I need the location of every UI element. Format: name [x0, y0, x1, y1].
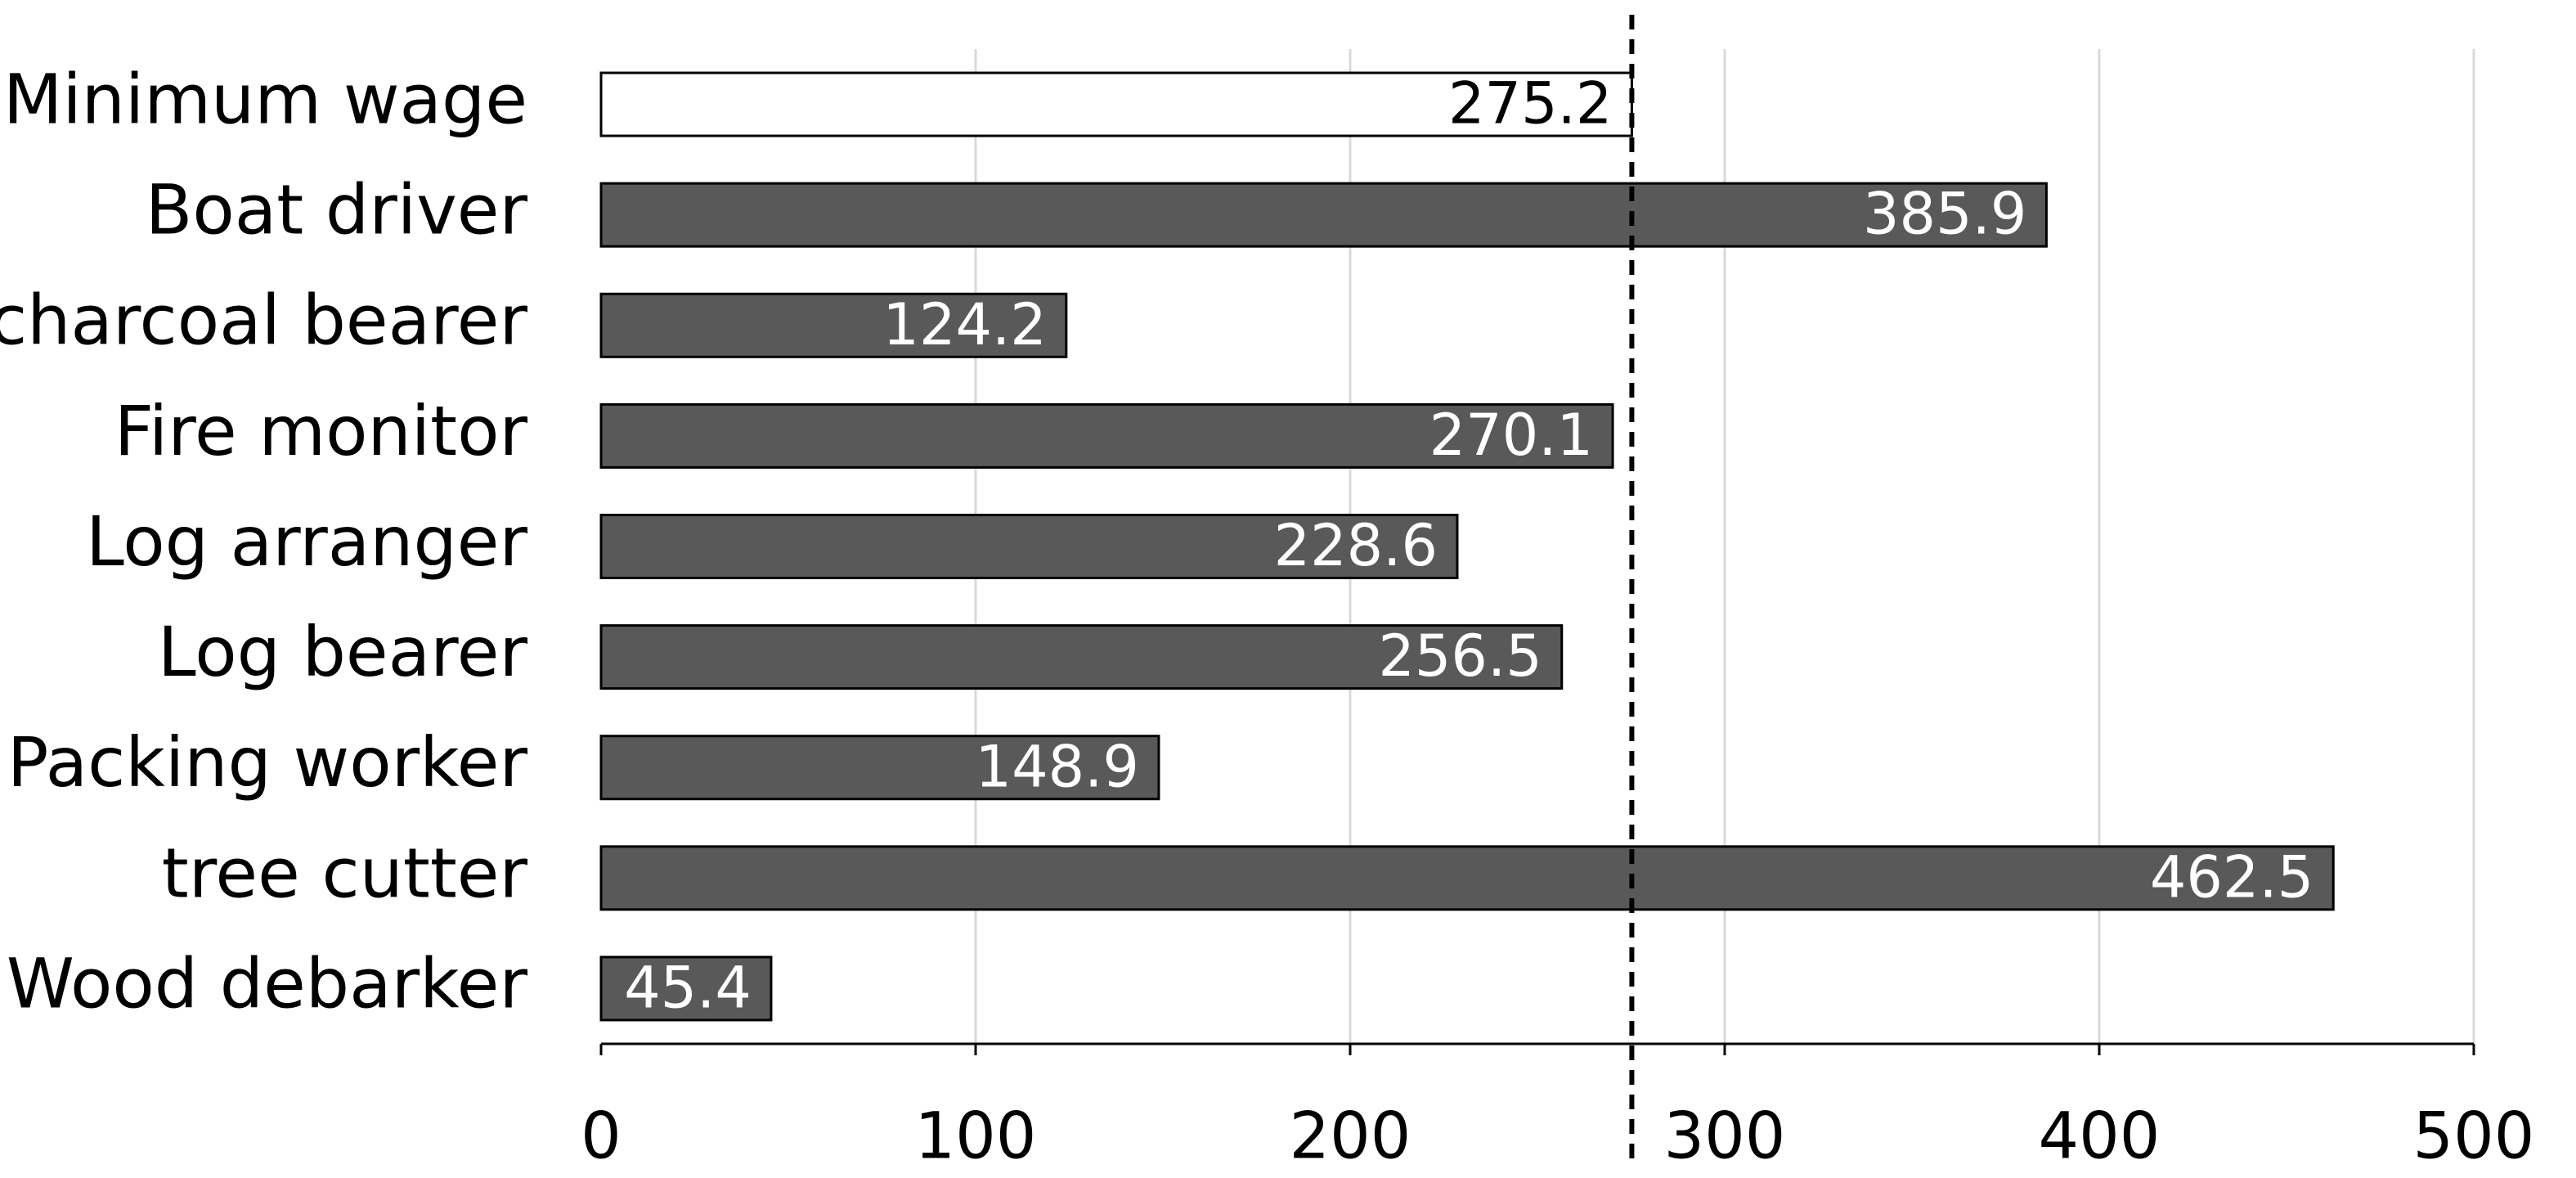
value-label: 124.2	[882, 291, 1046, 358]
value-label: 275.2	[1448, 70, 1612, 137]
bar	[599, 402, 1614, 469]
value-label: 462.5	[2150, 843, 2313, 910]
y-tick-label: charcoal bearer	[0, 281, 527, 361]
y-tick-label: Fire monitor	[114, 391, 528, 471]
x-tick-label: 400	[2039, 1099, 2161, 1173]
bar	[599, 845, 2335, 911]
bar	[599, 182, 2048, 248]
y-tick-label: Minimum wage	[3, 59, 527, 139]
y-tick-label: Log arranger	[86, 501, 528, 582]
y-tick-label: tree cutter	[162, 833, 528, 913]
bar	[599, 735, 1160, 801]
value-label: 385.9	[1863, 181, 2026, 248]
value-label: 228.6	[1274, 512, 1438, 579]
bar	[599, 71, 1633, 137]
bar	[599, 292, 1068, 358]
value-label: 256.5	[1378, 623, 1542, 690]
x-tick-label: 300	[1664, 1099, 1786, 1173]
y-tick-label: Wood debarker	[7, 943, 528, 1023]
value-label: 45.4	[624, 954, 752, 1021]
x-tick-label: 500	[2413, 1099, 2535, 1173]
x-tick-label: 100	[915, 1099, 1037, 1173]
bar	[599, 955, 773, 1022]
value-label: 270.1	[1429, 402, 1593, 469]
x-tick-label: 0	[581, 1099, 622, 1173]
bar	[599, 513, 1459, 580]
value-label: 148.9	[976, 733, 1139, 800]
y-tick-label: Log bearer	[158, 612, 528, 692]
bar	[599, 624, 1564, 690]
x-tick-label: 200	[1290, 1099, 1411, 1173]
y-tick-label: Boat driver	[146, 170, 528, 250]
y-tick-label: Packing worker	[7, 722, 528, 803]
